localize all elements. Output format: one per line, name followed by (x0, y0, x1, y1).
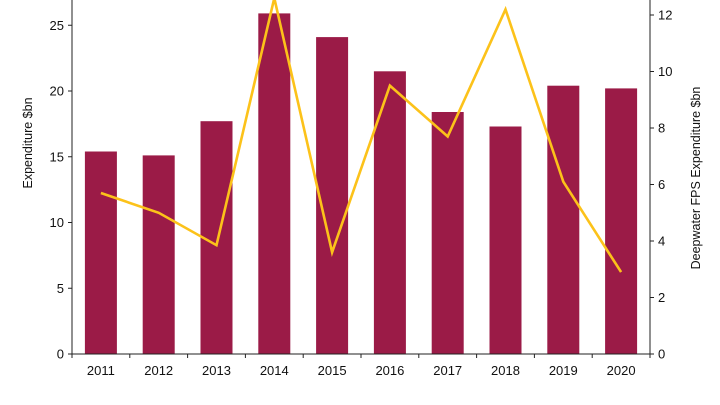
x-tick-label: 2014 (260, 363, 289, 378)
y-tick-label-right: 8 (658, 121, 665, 136)
bar-2014 (258, 13, 291, 355)
y-tick-label-right: 0 (658, 347, 665, 362)
y-tick-label-right: 10 (658, 64, 672, 79)
y-tick-label-left: 5 (57, 281, 64, 296)
bar-2016 (373, 71, 406, 355)
bar-2012 (142, 155, 175, 354)
x-tick-label: 2012 (144, 363, 173, 378)
line-series-group (100, 0, 623, 273)
y-tick-label-right: 2 (658, 290, 665, 305)
x-tick-label: 2020 (607, 363, 636, 378)
y-axis-title-left: Expenditure $bn (21, 97, 35, 188)
bars-group (84, 13, 638, 355)
y-tick-label-left: 25 (50, 18, 64, 33)
x-tick-label: 2011 (87, 363, 115, 378)
bar-2017 (431, 112, 464, 354)
bar-2013 (200, 121, 233, 354)
y-tick-label-right: 6 (658, 177, 665, 192)
axes-group (68, 0, 654, 358)
y-tick-label-right: 12 (658, 8, 672, 23)
bar-2019 (547, 85, 580, 354)
y-tick-label-left: 20 (50, 84, 64, 99)
y-tick-label-left: 15 (50, 149, 64, 164)
bar-2018 (489, 126, 522, 354)
x-tick-label: 2013 (202, 363, 231, 378)
bar-2015 (316, 37, 349, 354)
bar-2020 (605, 88, 638, 355)
y-tick-label-left: 10 (50, 215, 64, 230)
x-tick-label: 2019 (549, 363, 578, 378)
x-tick-label: 2015 (318, 363, 347, 378)
x-tick-label: 2017 (433, 363, 462, 378)
bar-2011 (84, 151, 117, 354)
x-tick-label: 2018 (491, 363, 520, 378)
tick-labels-group: 0 5 10 15 20 25 0 2 4 6 8 10 12 2011 2012 2013 2014 2015 2… (50, 8, 673, 379)
y-tick-label-right: 4 (658, 234, 665, 249)
y-tick-label-left: 0 (57, 347, 64, 362)
y-axis-title-right: Deepwater FPS Expenditure $bn (689, 87, 703, 270)
line-series (100, 0, 623, 273)
x-tick-label: 2016 (375, 363, 404, 378)
